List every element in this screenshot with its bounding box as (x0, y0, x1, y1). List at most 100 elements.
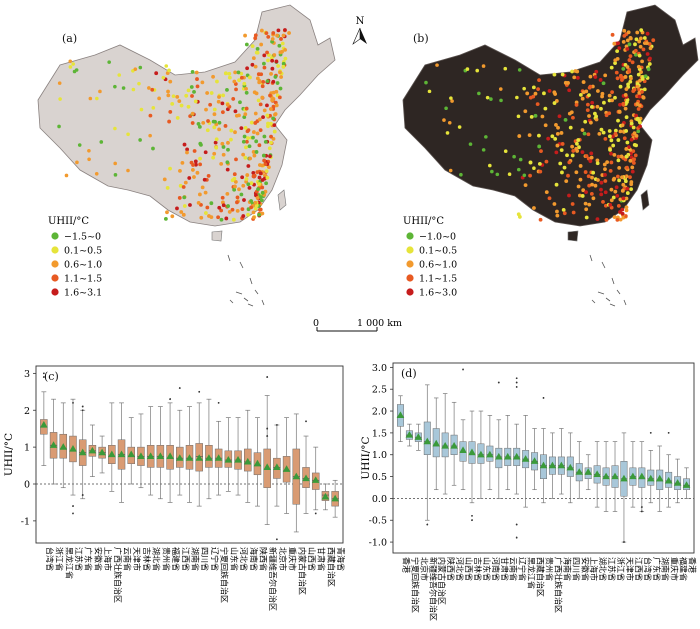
station-dot (113, 173, 118, 177)
station-dot (617, 109, 622, 114)
station-dot (177, 99, 182, 103)
station-dot (220, 110, 225, 115)
station-dot (170, 102, 175, 106)
station-dot (574, 146, 579, 151)
station-dot (584, 215, 589, 220)
station-dot (639, 28, 644, 33)
station-dot (254, 193, 258, 198)
station-dot (197, 192, 202, 197)
y-tick-label: 2 (24, 406, 30, 417)
station-dot (615, 174, 620, 179)
category-label: 辽宁省 (518, 557, 528, 581)
station-dot (232, 172, 237, 177)
station-dot (552, 101, 557, 105)
station-dot (167, 68, 171, 73)
outlier-point (640, 506, 643, 509)
category-label: 湖北省 (152, 547, 162, 571)
station-dot (620, 175, 624, 180)
station-dot (517, 134, 522, 138)
station-dot (637, 39, 642, 44)
station-dot (265, 50, 269, 55)
station-dot (620, 78, 624, 82)
station-dot (87, 148, 91, 153)
station-dot (630, 169, 635, 174)
category-label: 甘肃省 (500, 557, 510, 581)
category-label: 新疆维吾尔自治区 (268, 547, 278, 611)
taiwan-b (640, 189, 650, 211)
station-dot (554, 150, 559, 155)
mean-marker (224, 456, 233, 463)
station-dot (229, 128, 234, 133)
station-dot (190, 69, 195, 74)
category-label: 福建省 (171, 547, 181, 571)
station-dot (181, 185, 186, 189)
station-dot (236, 70, 241, 75)
station-dot (611, 195, 616, 200)
category-label: 云南省 (123, 547, 133, 571)
category-label: 天津市 (132, 547, 142, 571)
station-dot (246, 164, 251, 168)
station-dot (246, 136, 250, 141)
outlier-point (81, 405, 84, 408)
mean-marker (450, 441, 458, 449)
station-dots-a (57, 28, 291, 222)
station-dot (166, 93, 171, 98)
outlier-point (198, 390, 201, 393)
station-dot (523, 109, 528, 114)
category-label: 内蒙古自治区 (437, 557, 447, 605)
map-b-label: (b) (413, 32, 429, 45)
station-dot (570, 69, 574, 74)
station-dot (233, 180, 238, 184)
station-dot (270, 37, 275, 41)
station-dot (539, 149, 543, 154)
mean-marker (566, 463, 575, 471)
station-dot (516, 212, 521, 217)
mean-marker (117, 450, 126, 458)
station-dot (175, 206, 179, 211)
station-dot (251, 56, 256, 61)
station-dot (220, 195, 225, 200)
station-dot (229, 137, 233, 142)
legend-label: 0.1~0.5 (64, 246, 102, 257)
station-dot (271, 116, 275, 121)
station-dot (560, 72, 565, 77)
outlier-point (497, 381, 500, 384)
station-dot (617, 46, 622, 50)
station-dot (117, 73, 122, 77)
station-dot (584, 154, 589, 158)
station-dot (257, 182, 262, 186)
station-dot (595, 158, 600, 163)
station-dot (205, 91, 210, 95)
station-dot (618, 84, 623, 89)
station-dot (571, 210, 576, 215)
station-dot (578, 164, 583, 168)
station-dot (601, 130, 606, 135)
station-dot (607, 134, 612, 139)
station-dot (224, 216, 229, 221)
mean-marker (655, 474, 664, 482)
station-dot (190, 111, 195, 116)
station-dot (244, 90, 249, 95)
station-dot (264, 181, 269, 186)
station-dot (244, 106, 249, 111)
station-dot (99, 140, 104, 144)
station-dot (609, 151, 613, 156)
station-dot (604, 217, 609, 222)
station-dot (257, 117, 262, 122)
station-dot (243, 112, 248, 117)
mean-marker (98, 448, 106, 456)
station-dot (250, 62, 255, 67)
station-dot (616, 118, 620, 123)
station-dot (248, 75, 252, 80)
station-dot (267, 165, 271, 170)
station-dot (216, 99, 221, 104)
station-dot (248, 156, 253, 161)
category-label: 台湾省 (643, 557, 653, 581)
station-dot (532, 166, 536, 170)
station-dot (580, 128, 585, 132)
station-dot (637, 118, 642, 123)
station-dot (239, 192, 244, 197)
station-dot (232, 187, 237, 192)
station-dot (603, 190, 608, 195)
legend-label: 1.6~3.0 (419, 288, 457, 299)
